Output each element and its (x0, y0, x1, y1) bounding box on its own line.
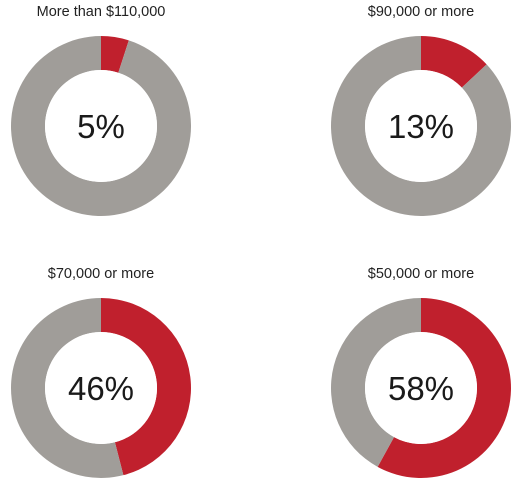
donut-center-label: 46% (68, 370, 134, 407)
donut-chart-3: $50,000 or more 58% (331, 262, 511, 502)
donut-slice-rest (331, 36, 511, 216)
donut-chart-1: $90,000 or more 13% (331, 0, 511, 240)
donut-hole (365, 70, 477, 182)
donut-slice-rest (331, 298, 421, 467)
donut-slice-rest (11, 298, 124, 478)
donut-title: $70,000 or more (47, 266, 155, 282)
donut-3-svg: 58% (331, 298, 511, 478)
donut-chart-0: More than $110,000 5% (11, 0, 192, 240)
donut-1-svg: 13% (331, 36, 511, 216)
donut-2-svg: 46% (11, 298, 192, 478)
donut-0-svg: 5% (11, 36, 192, 216)
donut-hole (365, 332, 477, 444)
donut-center-label: 58% (388, 370, 454, 407)
donut-hole (45, 70, 157, 182)
donut-slice-share (421, 36, 487, 88)
donut-title: $90,000 or more (367, 4, 475, 20)
donut-slice-share (101, 298, 192, 476)
donut-center-label: 5% (77, 108, 125, 145)
donut-title: $50,000 or more (367, 266, 475, 282)
donut-title: More than $110,000 (36, 4, 166, 20)
donut-slice-share (377, 298, 511, 478)
donut-slice-rest (11, 36, 192, 216)
donut-slice-share (101, 36, 129, 73)
donut-chart-2: $70,000 or more 46% (11, 262, 192, 502)
donut-center-label: 13% (388, 108, 454, 145)
donut-hole (45, 332, 157, 444)
